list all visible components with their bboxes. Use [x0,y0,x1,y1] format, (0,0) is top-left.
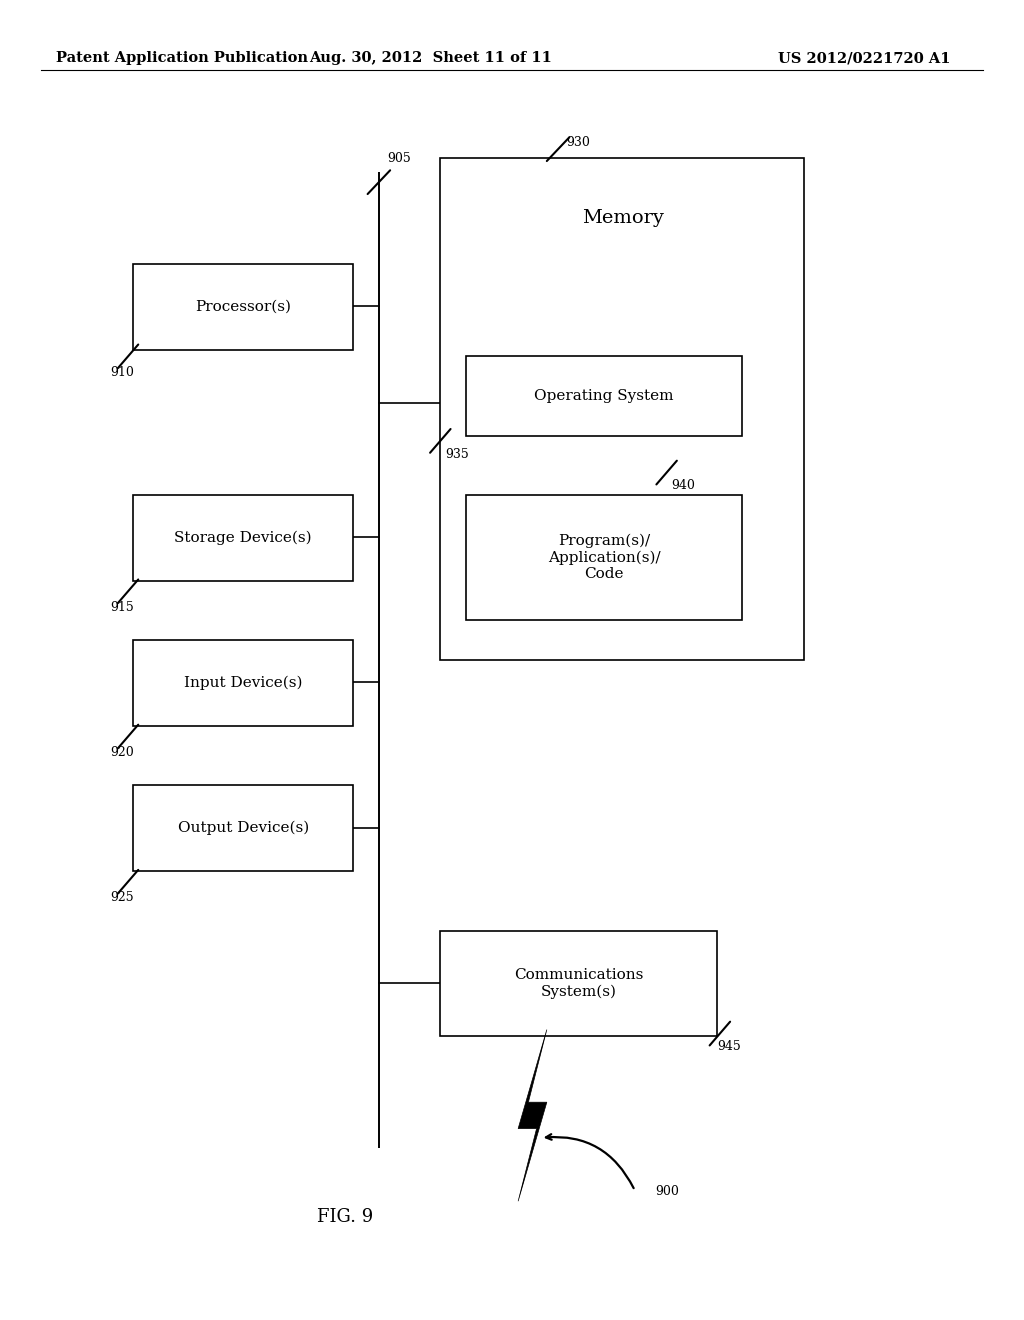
Text: 925: 925 [111,891,134,904]
Text: Memory: Memory [582,209,664,227]
Text: Storage Device(s): Storage Device(s) [174,531,312,545]
Text: US 2012/0221720 A1: US 2012/0221720 A1 [778,51,950,65]
Bar [133,264,353,350]
Bar [440,158,804,660]
Text: Operating System: Operating System [535,389,674,403]
Text: Program(s)/
Application(s)/
Code: Program(s)/ Application(s)/ Code [548,535,660,581]
Bar [466,495,742,620]
Text: 905: 905 [387,152,411,165]
Text: 945: 945 [717,1040,740,1053]
Text: 910: 910 [111,366,134,379]
Text: FIG. 9: FIG. 9 [317,1208,374,1226]
Text: 935: 935 [445,447,469,461]
Text: Processor(s): Processor(s) [196,300,291,314]
Bar [133,495,353,581]
Bar [440,931,717,1036]
Text: Input Device(s): Input Device(s) [184,676,302,690]
Bar [466,356,742,436]
Text: Patent Application Publication: Patent Application Publication [56,51,308,65]
Text: Aug. 30, 2012  Sheet 11 of 11: Aug. 30, 2012 Sheet 11 of 11 [308,51,552,65]
Text: 900: 900 [655,1185,679,1199]
Bar [133,785,353,871]
Text: Output Device(s): Output Device(s) [177,821,309,836]
Bar [133,640,353,726]
Polygon shape [518,1030,547,1201]
Text: Communications
System(s): Communications System(s) [514,968,643,999]
Text: 930: 930 [566,136,590,149]
Text: 940: 940 [672,479,695,492]
Text: 920: 920 [111,746,134,759]
Text: 915: 915 [111,601,134,614]
